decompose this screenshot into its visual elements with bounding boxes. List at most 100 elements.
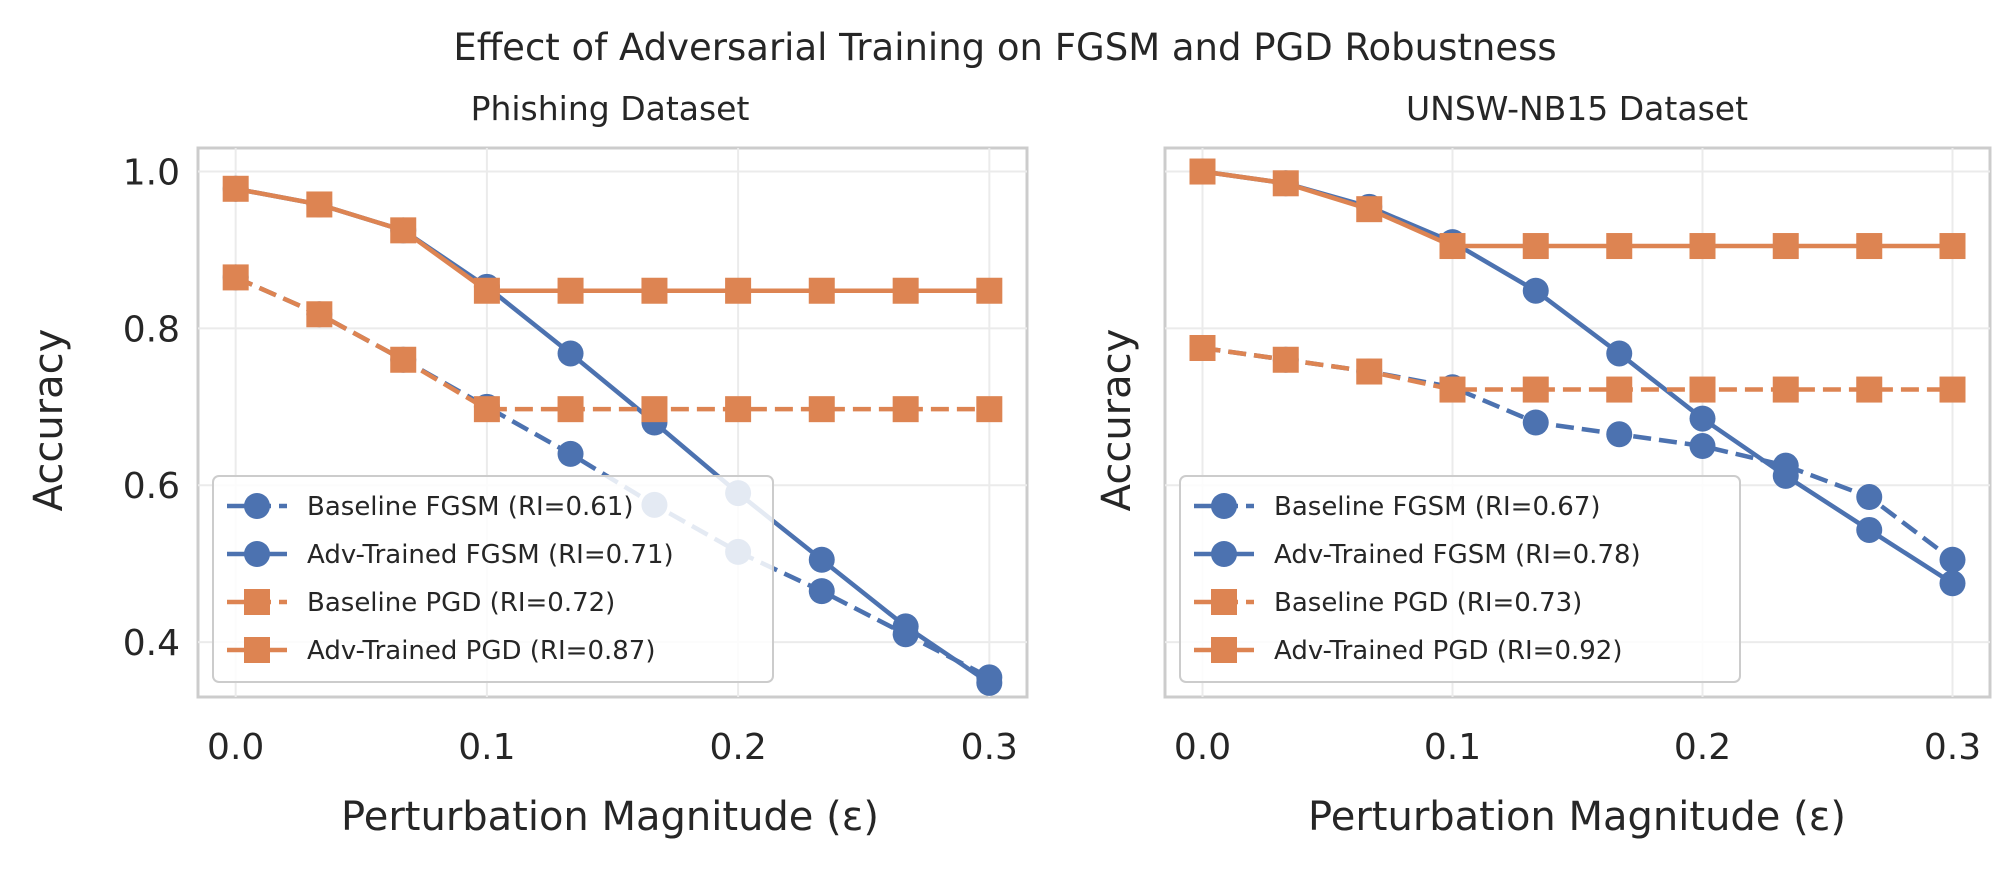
legend-item: Adv-Trained PGD (RI=0.87) — [227, 636, 655, 666]
x-tick-label: 0.2 — [1674, 727, 1731, 768]
legend-swatch-marker — [1211, 493, 1237, 519]
data-point — [1606, 340, 1633, 367]
legend: Baseline FGSM (RI=0.61) Adv-Trained FGSM … — [212, 475, 774, 683]
data-point — [1772, 376, 1799, 403]
data-point — [1439, 233, 1466, 260]
data-point — [557, 396, 584, 423]
legend-swatch-marker — [244, 589, 270, 615]
legend-swatch-marker — [1211, 637, 1237, 663]
legend-label: Baseline PGD (RI=0.72) — [307, 588, 615, 618]
data-point — [976, 669, 1003, 696]
x-tick-label: 0.3 — [961, 727, 1018, 768]
data-point — [473, 396, 500, 423]
legend-swatch-marker — [1211, 589, 1237, 615]
data-point — [976, 396, 1003, 423]
data-point — [892, 277, 919, 304]
data-point — [1189, 158, 1216, 185]
y-tick-label: 0.4 — [123, 623, 180, 664]
data-point — [1606, 376, 1633, 403]
data-point — [1856, 516, 1883, 543]
series-3 — [1189, 334, 1966, 403]
data-point — [1189, 334, 1216, 361]
x-tick-label: 0.3 — [1924, 727, 1981, 768]
x-tick-label: 0.0 — [207, 727, 264, 768]
series-4 — [222, 175, 1003, 304]
data-point — [892, 396, 919, 423]
data-point — [1439, 376, 1466, 403]
data-point — [557, 340, 584, 367]
data-point — [390, 217, 417, 244]
y-tick-label: 0.8 — [123, 309, 180, 350]
data-point — [1772, 233, 1799, 260]
panel-title: Phishing Dataset — [471, 89, 750, 128]
data-point — [1522, 376, 1549, 403]
chart-title: Effect of Adversarial Training on FGSM a… — [453, 26, 1556, 69]
legend-item: Baseline FGSM (RI=0.67) — [1194, 492, 1601, 522]
series-4 — [1189, 158, 1966, 260]
data-point — [1272, 170, 1299, 197]
legend-item: Baseline FGSM (RI=0.61) — [227, 492, 634, 522]
data-point — [1689, 376, 1716, 403]
data-point — [390, 346, 417, 373]
data-point — [1689, 433, 1716, 460]
legend-frame — [212, 475, 774, 683]
data-point — [641, 277, 668, 304]
data-point — [808, 396, 835, 423]
data-point — [1606, 421, 1633, 448]
panel-unsw-nb15: UNSW-NB15 Dataset Perturbation Magnitude… — [1094, 89, 1992, 840]
data-point — [1272, 346, 1299, 373]
data-point — [222, 264, 249, 291]
data-point — [725, 277, 752, 304]
legend-item: Adv-Trained FGSM (RI=0.78) — [1194, 540, 1641, 570]
legend-frame — [1179, 475, 1741, 683]
legend-label: Adv-Trained PGD (RI=0.92) — [1274, 636, 1622, 666]
data-point — [725, 396, 752, 423]
data-point — [1939, 376, 1966, 403]
data-point — [808, 546, 835, 573]
legend-label: Baseline FGSM (RI=0.67) — [1274, 492, 1601, 522]
data-point — [1939, 570, 1966, 597]
data-point — [1939, 546, 1966, 573]
data-point — [306, 301, 333, 328]
x-tick-label: 0.1 — [1424, 727, 1481, 768]
data-point — [641, 396, 668, 423]
data-point — [557, 277, 584, 304]
data-point — [1689, 233, 1716, 260]
data-point — [1939, 233, 1966, 260]
legend-item: Baseline PGD (RI=0.73) — [1194, 588, 1582, 618]
data-point — [1772, 462, 1799, 489]
series-line — [1202, 345, 1953, 392]
data-point — [1856, 233, 1883, 260]
data-point — [1856, 376, 1883, 403]
legend-item: Adv-Trained FGSM (RI=0.71) — [227, 540, 674, 570]
data-point — [808, 578, 835, 605]
panel-title: UNSW-NB15 Dataset — [1406, 89, 1748, 128]
series-line — [234, 275, 990, 412]
panel-phishing: Phishing Dataset Perturbation Magnitude … — [26, 89, 1029, 840]
legend-swatch-marker — [1211, 541, 1237, 567]
series-line — [1202, 169, 1953, 249]
legend-item: Baseline PGD (RI=0.72) — [227, 588, 615, 618]
data-point — [306, 191, 333, 218]
legend-label: Adv-Trained FGSM (RI=0.71) — [307, 540, 674, 570]
data-point — [808, 277, 835, 304]
y-tick-label: 0.6 — [123, 466, 180, 507]
series-line — [235, 186, 990, 293]
y-tick-label: 1.0 — [123, 153, 180, 194]
data-point — [1856, 484, 1883, 511]
y-axis-label: Accuracy — [26, 329, 72, 512]
series-3 — [222, 264, 1003, 423]
legend-label: Baseline FGSM (RI=0.61) — [307, 492, 634, 522]
data-point — [1356, 196, 1383, 223]
data-point — [1522, 277, 1549, 304]
data-point — [473, 277, 500, 304]
data-point — [1522, 409, 1549, 436]
data-point — [1522, 233, 1549, 260]
legend-swatch-marker — [244, 637, 270, 663]
x-tick-label: 0.2 — [709, 727, 766, 768]
x-tick-label: 0.1 — [458, 727, 515, 768]
x-axis-label: Perturbation Magnitude (ε) — [341, 794, 879, 840]
data-point — [892, 613, 919, 640]
legend-label: Adv-Trained FGSM (RI=0.78) — [1274, 540, 1641, 570]
